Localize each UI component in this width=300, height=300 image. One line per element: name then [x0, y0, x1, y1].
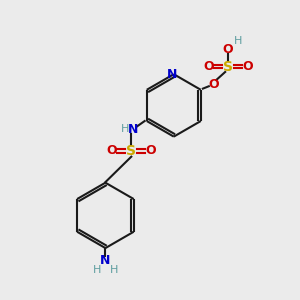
Text: O: O: [242, 60, 253, 73]
Text: O: O: [223, 43, 233, 56]
Text: H: H: [110, 265, 118, 275]
Text: N: N: [128, 123, 138, 136]
Text: O: O: [208, 78, 219, 91]
Text: N: N: [100, 254, 111, 267]
Text: O: O: [203, 60, 214, 73]
Text: H: H: [234, 36, 243, 46]
Text: O: O: [107, 144, 117, 157]
Text: S: S: [126, 144, 136, 158]
Text: S: S: [223, 60, 233, 74]
Text: H: H: [121, 124, 129, 134]
Text: O: O: [145, 144, 156, 157]
Text: H: H: [93, 265, 101, 275]
Text: N: N: [167, 68, 178, 81]
